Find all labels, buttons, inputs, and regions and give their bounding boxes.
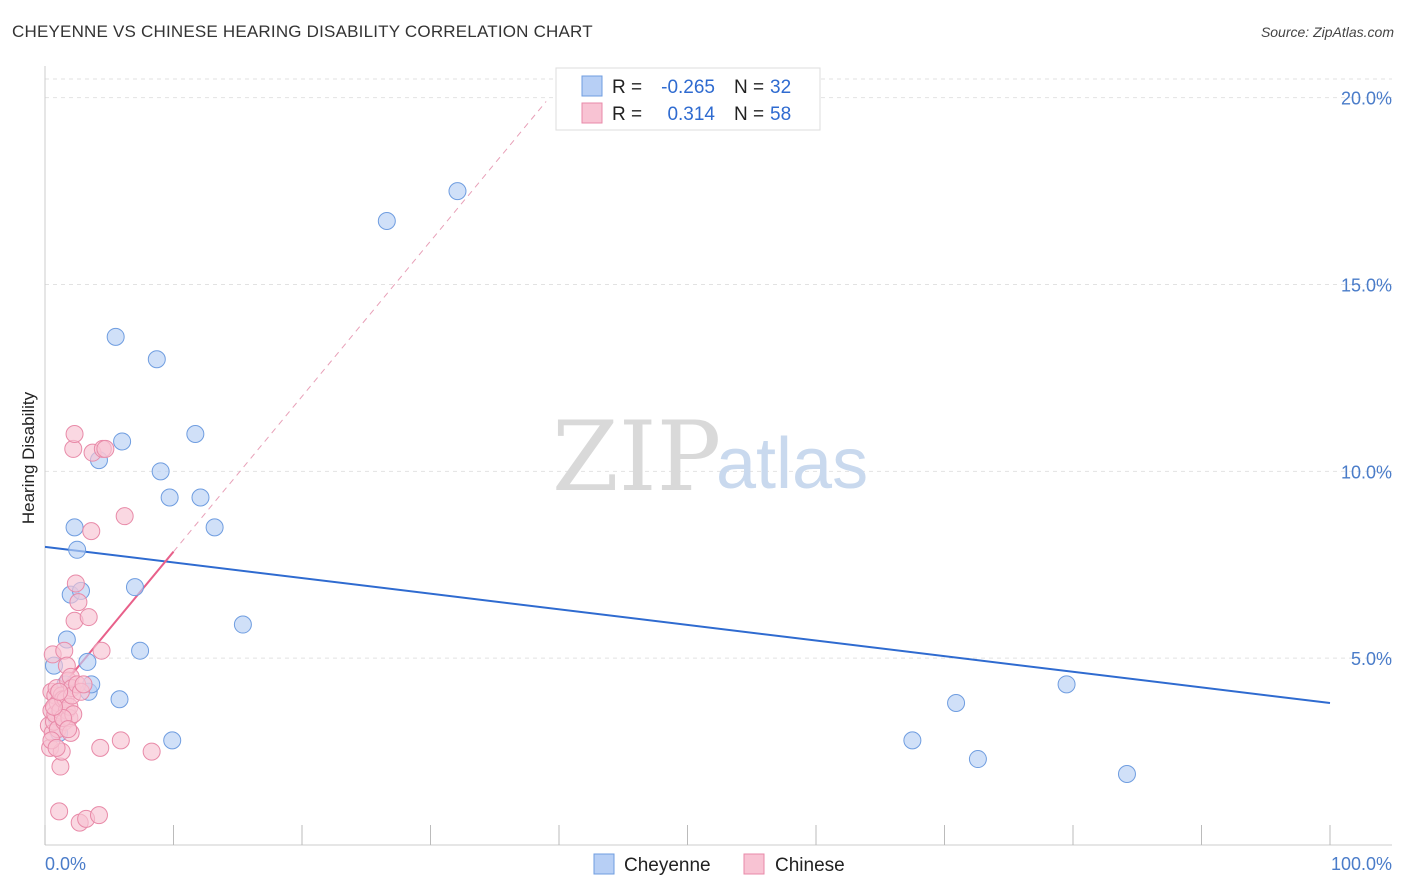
point-cheyenne — [448, 182, 467, 201]
legend-r-label: R = — [612, 104, 642, 125]
legend-r-label: R = — [612, 77, 642, 98]
point-cheyenne — [186, 424, 205, 443]
point-chinese — [66, 574, 85, 593]
point-chinese — [50, 682, 69, 701]
point-cheyenne — [947, 694, 966, 713]
point-cheyenne — [968, 750, 987, 769]
legend-stats: R = -0.265 N = 32 R = 0.314 N = 58 — [555, 67, 821, 131]
legend-swatch-chinese — [743, 853, 765, 875]
point-cheyenne — [106, 327, 125, 346]
legend-r-value: -0.265 — [661, 77, 715, 98]
y-tick-label: 5.0% — [1351, 649, 1392, 669]
point-chinese — [65, 424, 84, 443]
point-cheyenne — [131, 641, 150, 660]
point-chinese — [69, 593, 88, 612]
y-tick-labels: 5.0% 10.0% 15.0% 20.0% — [1341, 89, 1392, 669]
point-cheyenne — [65, 518, 84, 537]
point-cheyenne — [125, 578, 144, 597]
point-chinese — [142, 742, 161, 761]
point-cheyenne — [377, 211, 396, 230]
legend-swatch-cheyenne — [593, 853, 615, 875]
point-chinese — [59, 720, 78, 739]
chart-title: CHEYENNE VS CHINESE HEARING DISABILITY C… — [12, 22, 593, 41]
legend-n-value: 58 — [770, 104, 791, 125]
point-chinese — [89, 806, 108, 825]
x-tick-labels: 0.0% 100.0% — [45, 854, 1392, 874]
y-tick-label: 20.0% — [1341, 89, 1392, 109]
legend-swatch-cheyenne — [581, 75, 603, 97]
point-chinese — [44, 697, 63, 716]
point-cheyenne — [113, 432, 132, 451]
point-chinese — [50, 802, 69, 821]
point-chinese — [91, 738, 110, 757]
point-chinese — [111, 731, 130, 750]
point-cheyenne — [1117, 765, 1136, 784]
point-chinese — [51, 757, 70, 776]
watermark-atlas: atlas — [716, 424, 868, 504]
point-cheyenne — [110, 690, 129, 709]
x-tick-label: 0.0% — [45, 854, 86, 874]
legend-series: Cheyenne Chinese — [593, 853, 845, 876]
legend-label-chinese: Chinese — [775, 855, 845, 876]
y-axis-label: Hearing Disability — [19, 391, 38, 524]
point-cheyenne — [191, 488, 210, 507]
legend-label-cheyenne: Cheyenne — [624, 855, 711, 876]
point-cheyenne — [147, 350, 166, 369]
point-chinese — [64, 439, 83, 458]
point-cheyenne — [160, 488, 179, 507]
point-chinese — [96, 439, 115, 458]
point-chinese — [92, 641, 111, 660]
point-chinese — [55, 641, 74, 660]
y-tick-label: 15.0% — [1341, 276, 1392, 296]
trend-line-chinese-extension — [173, 101, 547, 552]
point-cheyenne — [205, 518, 224, 537]
watermark: ZIP atlas — [552, 401, 868, 513]
point-cheyenne — [151, 462, 170, 481]
watermark-zip: ZIP — [552, 401, 721, 513]
legend-r-value: 0.314 — [667, 104, 715, 125]
point-cheyenne — [903, 731, 922, 750]
legend-swatch-chinese — [581, 102, 603, 124]
point-chinese — [115, 507, 134, 526]
legend-n-value: 32 — [770, 77, 791, 98]
point-cheyenne — [233, 615, 252, 634]
legend-n-label: N = — [734, 77, 764, 98]
point-chinese — [79, 608, 98, 627]
legend-n-label: N = — [734, 104, 764, 125]
point-chinese — [47, 738, 66, 757]
point-chinese — [74, 675, 93, 694]
point-cheyenne — [78, 652, 97, 671]
x-tick-label: 100.0% — [1331, 854, 1392, 874]
point-cheyenne — [163, 731, 182, 750]
point-chinese — [82, 522, 101, 541]
point-cheyenne — [1057, 675, 1076, 694]
point-cheyenne — [68, 540, 87, 559]
y-tick-label: 10.0% — [1341, 462, 1392, 482]
chart-source: Source: ZipAtlas.com — [1260, 24, 1394, 40]
data-points — [39, 182, 1136, 832]
trend-line-cheyenne — [44, 545, 1331, 705]
